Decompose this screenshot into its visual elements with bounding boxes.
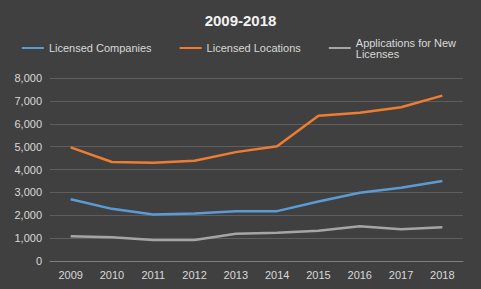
svg-text:Licenses: Licenses [356,48,400,60]
svg-text:2009-2018: 2009-2018 [205,12,277,29]
svg-text:7,000: 7,000 [14,95,42,107]
svg-text:2,000: 2,000 [14,209,42,221]
svg-text:0: 0 [36,255,42,267]
svg-text:2009: 2009 [58,269,82,281]
svg-text:2012: 2012 [182,269,206,281]
svg-text:2015: 2015 [306,269,330,281]
svg-text:3,000: 3,000 [14,186,42,198]
svg-text:Licensed Companies: Licensed Companies [49,42,152,54]
svg-text:1,000: 1,000 [14,232,42,244]
svg-text:4,000: 4,000 [14,164,42,176]
svg-text:5,000: 5,000 [14,141,42,153]
svg-text:2014: 2014 [265,269,289,281]
svg-text:2017: 2017 [389,269,413,281]
svg-text:2016: 2016 [348,269,372,281]
svg-text:Licensed Locations: Licensed Locations [207,42,302,54]
svg-text:2010: 2010 [100,269,124,281]
svg-text:8,000: 8,000 [14,72,42,84]
svg-text:2013: 2013 [224,269,248,281]
svg-text:2018: 2018 [430,269,454,281]
svg-text:2011: 2011 [141,269,165,281]
svg-text:6,000: 6,000 [14,118,42,130]
svg-text:Applications for New: Applications for New [355,36,460,49]
